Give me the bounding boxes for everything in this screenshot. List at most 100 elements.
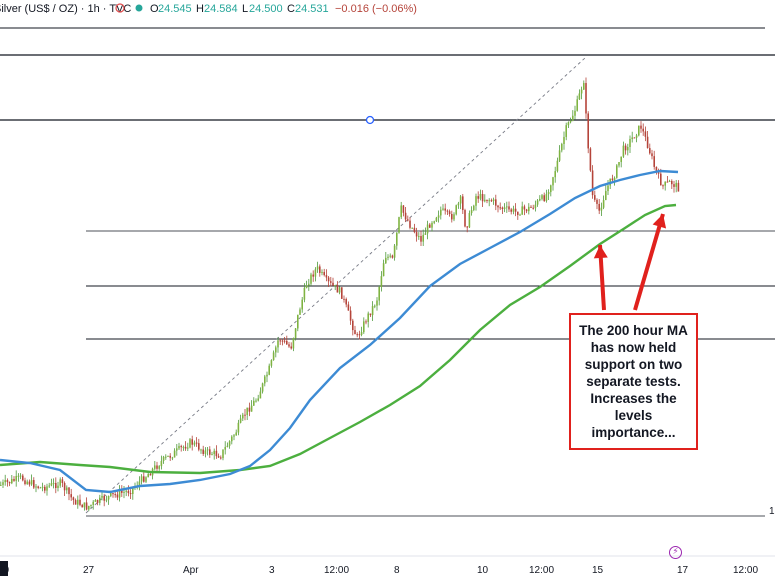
candle-body [283, 340, 286, 342]
candle-body [376, 300, 378, 306]
candle-body [602, 200, 605, 208]
candle-body [127, 490, 130, 494]
candle-body [495, 199, 497, 206]
candle-body [158, 466, 160, 469]
candle-body [574, 110, 576, 116]
candle-body [424, 233, 427, 235]
candle-body [292, 338, 295, 349]
candle-body [30, 480, 33, 485]
symbol-title: Silver (US$ / OZ) · 1h · TVC [0, 3, 131, 15]
candle-body [13, 479, 15, 481]
candle-body [402, 205, 405, 213]
live-dot-icon [135, 4, 143, 12]
candle-body [250, 405, 253, 412]
candle-body [468, 213, 471, 228]
candle-body [310, 274, 312, 284]
candle-body [591, 170, 594, 196]
candle-body [486, 199, 488, 202]
candle-body [631, 137, 633, 140]
candle-body [517, 211, 519, 215]
candle-body [246, 407, 248, 415]
candle-body [233, 435, 235, 437]
candle-body [473, 205, 475, 211]
candle-body [481, 194, 484, 202]
candle-body [204, 450, 207, 454]
candle-body [651, 153, 653, 157]
candle-body [140, 476, 143, 482]
candle-body [26, 481, 28, 484]
candle-body [418, 236, 420, 238]
candle-body [160, 460, 163, 467]
x-tick-label: 3 [269, 565, 275, 576]
ohlc-c-label: C [287, 3, 295, 15]
candle-body [552, 177, 554, 186]
candle-body [334, 285, 336, 287]
candle-body [180, 446, 182, 448]
candle-body [554, 171, 556, 178]
candle-body [288, 344, 290, 347]
candle-body [39, 487, 42, 489]
candle-body [336, 285, 339, 293]
candle-body [358, 334, 361, 336]
ohlc-o-value: 24.545 [158, 3, 192, 15]
candle-body [479, 194, 482, 199]
candle-body [409, 220, 411, 228]
annotation-line: separate tests. [586, 374, 681, 389]
candle-body [55, 482, 57, 488]
candle-body [387, 256, 389, 258]
candle-body [413, 227, 416, 233]
candle-body [90, 504, 92, 507]
candle-body [92, 501, 94, 505]
candle-body [622, 145, 625, 157]
candle-body [369, 313, 372, 316]
candle-body [103, 495, 105, 501]
candle-body [209, 449, 211, 455]
candle-body [677, 182, 680, 192]
candle-body [61, 479, 64, 483]
candle-body [123, 491, 125, 493]
candle-body [59, 479, 61, 486]
candle-body [154, 465, 156, 469]
candle-body [275, 347, 277, 353]
ohlc-l-value: 24.500 [249, 3, 283, 15]
candle-body [605, 191, 607, 201]
candle-body [477, 196, 479, 199]
lightning-icon[interactable]: ⚡ [669, 546, 682, 559]
candle-body [314, 269, 317, 277]
candle-body [503, 207, 506, 209]
candle-body [354, 330, 356, 335]
x-tick-label: 12:00 [529, 565, 554, 576]
candle-body [77, 499, 79, 505]
candle-body [668, 180, 671, 182]
candle-body [325, 275, 328, 278]
candle-body [268, 365, 270, 375]
annotation-note: The 200 hour MA has now held support on … [569, 313, 698, 450]
candle-body [44, 486, 46, 491]
candle-body [237, 422, 240, 433]
candle-body [638, 125, 640, 136]
candle-body [121, 490, 123, 493]
candle-body [589, 148, 592, 171]
candle-body [475, 196, 477, 206]
candle-body [129, 493, 132, 495]
candle-body [396, 232, 398, 246]
candle-body [217, 456, 220, 458]
candle-body [642, 128, 644, 132]
candle-body [497, 205, 499, 208]
candle-body [81, 504, 83, 508]
candle-body [664, 181, 666, 186]
candle-body [290, 346, 292, 349]
candle-body [541, 195, 543, 199]
candle-body [673, 184, 675, 187]
candle-body [660, 173, 662, 186]
candle-body [627, 147, 629, 151]
line-handle[interactable] [365, 115, 375, 125]
candle-body [235, 432, 237, 436]
candle-body [442, 208, 444, 210]
candle-body [35, 486, 37, 488]
candle-body [398, 217, 400, 233]
candle-body [596, 199, 598, 204]
candle-body [583, 83, 585, 90]
